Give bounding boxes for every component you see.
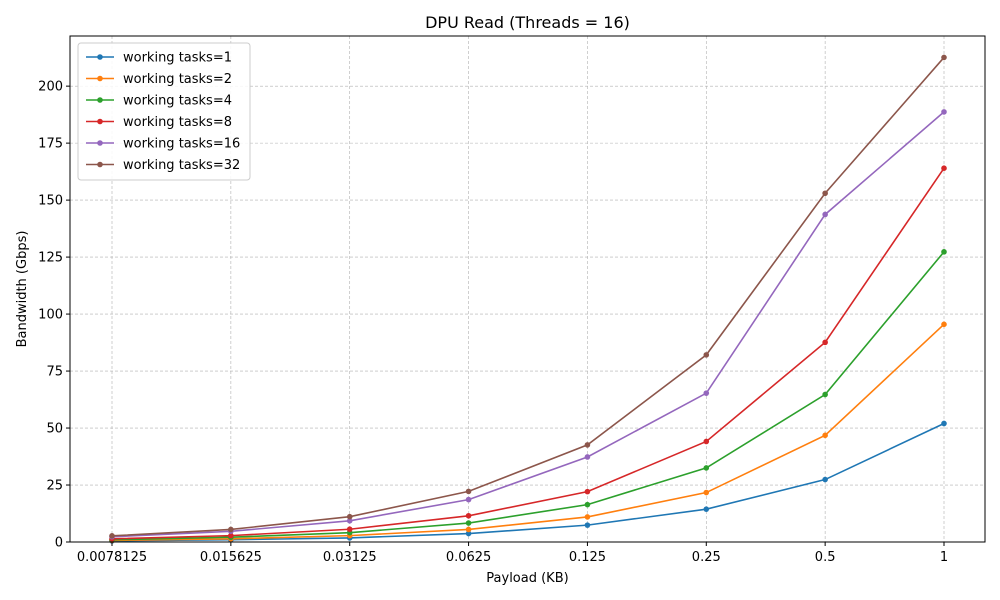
x-axis-label: Payload (KB) xyxy=(486,571,568,586)
x-tick-label: 1 xyxy=(940,550,948,565)
data-point xyxy=(109,533,115,539)
data-point xyxy=(941,420,947,427)
data-point xyxy=(228,532,234,539)
data-point xyxy=(465,520,472,526)
data-point xyxy=(941,109,947,115)
data-point xyxy=(465,530,472,537)
series-3 xyxy=(109,249,947,543)
data-point xyxy=(346,513,353,520)
data-point xyxy=(465,526,472,533)
series-4 xyxy=(109,165,947,542)
y-tick-label: 150 xyxy=(38,194,63,209)
data-point xyxy=(703,506,710,512)
legend-swatch-marker xyxy=(97,140,103,146)
y-tick-label: 100 xyxy=(38,308,63,323)
y-tick-label: 0 xyxy=(55,536,63,551)
data-point xyxy=(941,54,947,61)
data-point xyxy=(465,496,472,503)
data-point xyxy=(822,339,828,346)
data-point xyxy=(941,165,947,171)
legend: working tasks=1 working tasks=2 working ta… xyxy=(77,42,251,181)
x-tick-label: 0.25 xyxy=(692,550,721,565)
y-tick-label: 75 xyxy=(46,365,63,380)
legend-swatch-marker xyxy=(97,161,103,168)
data-point xyxy=(703,489,710,496)
legend-label: working tasks=8 xyxy=(123,115,232,130)
y-tick-label: 175 xyxy=(38,137,63,152)
x-axis-ticks: 0.0078125 0.015625 0.03125 0.0625 0.125 0.25 0… xyxy=(77,542,948,565)
legend-box xyxy=(77,42,251,181)
legend-label: working tasks=32 xyxy=(123,158,240,173)
legend-label: working tasks=16 xyxy=(123,137,240,152)
data-point xyxy=(346,518,353,524)
data-point xyxy=(703,438,710,445)
x-tick-label: 0.0078125 xyxy=(77,550,147,565)
legend-entry: working tasks=32 xyxy=(86,158,240,173)
legend-entry: working tasks=4 xyxy=(86,94,232,109)
legend-swatch-marker xyxy=(97,54,103,60)
data-point xyxy=(703,465,710,471)
data-point xyxy=(584,514,591,520)
x-tick-label: 0.125 xyxy=(569,550,606,565)
series-layer xyxy=(109,54,947,544)
series-line xyxy=(111,251,945,541)
series-line xyxy=(111,422,945,542)
x-tick-label: 0.5 xyxy=(815,550,836,565)
data-point xyxy=(941,321,947,328)
series-line xyxy=(111,167,945,540)
y-tick-label: 50 xyxy=(46,422,63,437)
chart-title: DPU Read (Threads = 16) xyxy=(425,13,630,32)
series-line xyxy=(111,111,945,538)
x-tick-label: 0.0625 xyxy=(446,550,492,565)
data-point xyxy=(703,390,710,396)
data-point xyxy=(584,454,591,460)
data-point xyxy=(346,526,353,533)
series-line xyxy=(111,56,945,537)
data-point xyxy=(822,211,828,218)
x-tick-label: 0.015625 xyxy=(200,550,262,565)
legend-label: working tasks=2 xyxy=(123,72,232,87)
y-axis-ticks: 0 25 50 75 100 125 150 175 200 xyxy=(38,80,70,551)
y-tick-label: 125 xyxy=(38,251,63,266)
series-6 xyxy=(109,54,947,539)
data-point xyxy=(822,476,828,483)
legend-entry: working tasks=1 xyxy=(86,51,232,66)
data-point xyxy=(822,391,828,398)
legend-swatch-marker xyxy=(97,118,103,125)
legend-entry: working tasks=16 xyxy=(86,137,240,152)
data-point xyxy=(941,249,947,255)
data-point xyxy=(465,488,472,495)
data-point xyxy=(584,442,591,448)
data-point xyxy=(584,488,591,495)
legend-entry: working tasks=2 xyxy=(86,72,232,87)
y-tick-label: 25 xyxy=(46,479,63,494)
series-line xyxy=(111,323,945,542)
series-1 xyxy=(109,420,947,544)
legend-label: working tasks=4 xyxy=(123,94,232,109)
data-point xyxy=(584,501,591,508)
x-tick-label: 0.03125 xyxy=(323,550,377,565)
data-point xyxy=(703,352,710,358)
data-point xyxy=(822,190,828,197)
y-axis-label: Bandwidth (Gbps) xyxy=(15,231,30,348)
data-point xyxy=(584,522,591,528)
series-2 xyxy=(109,321,947,544)
y-tick-label: 200 xyxy=(38,80,63,95)
legend-entry: working tasks=8 xyxy=(86,115,232,130)
data-point xyxy=(465,512,472,519)
data-point xyxy=(228,526,234,533)
data-point xyxy=(822,432,828,439)
legend-swatch-marker xyxy=(97,75,103,82)
legend-swatch-marker xyxy=(97,97,103,103)
plot-frame xyxy=(69,35,986,543)
legend-label: working tasks=1 xyxy=(123,51,232,66)
